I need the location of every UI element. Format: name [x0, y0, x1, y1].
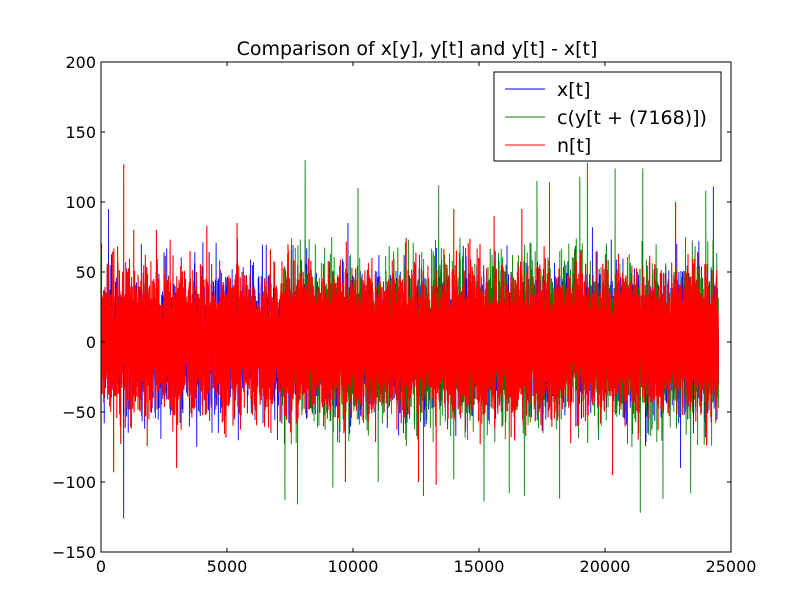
y-tick-label: −150	[52, 543, 96, 562]
legend-label-c: c(y[t + (7168)])	[557, 107, 707, 129]
series-line-2	[100, 164, 719, 485]
x-tick-label: 25000	[706, 557, 757, 576]
y-tick-label: −100	[52, 473, 96, 492]
x-tick-label: 0	[96, 557, 106, 576]
y-tick-label: 0	[86, 333, 96, 352]
x-tick-label: 10000	[328, 557, 379, 576]
y-tick-label: 150	[65, 123, 96, 142]
y-tick-label: 50	[76, 263, 96, 282]
x-tick-label: 15000	[454, 557, 505, 576]
legend: x[t] c(y[t + (7168)]) n[t]	[493, 71, 722, 162]
plot-frame	[100, 61, 732, 553]
y-tick-label: 200	[65, 53, 96, 72]
y-tick-label: −50	[62, 403, 96, 422]
legend-label-x: x[t]	[557, 79, 591, 101]
x-tick-label: 5000	[207, 557, 248, 576]
y-tick-label: 100	[65, 193, 96, 212]
legend-label-n: n[t]	[557, 135, 591, 157]
x-tick-label: 20000	[580, 557, 631, 576]
series-layer	[100, 159, 719, 519]
ticks-layer: 0 5000 10000 15000 20000 25000 −150 −100 −50 0 50 1…	[52, 53, 756, 576]
chart-title: Comparison of x[y], y[t] and y[t] - x[t]	[237, 38, 598, 60]
